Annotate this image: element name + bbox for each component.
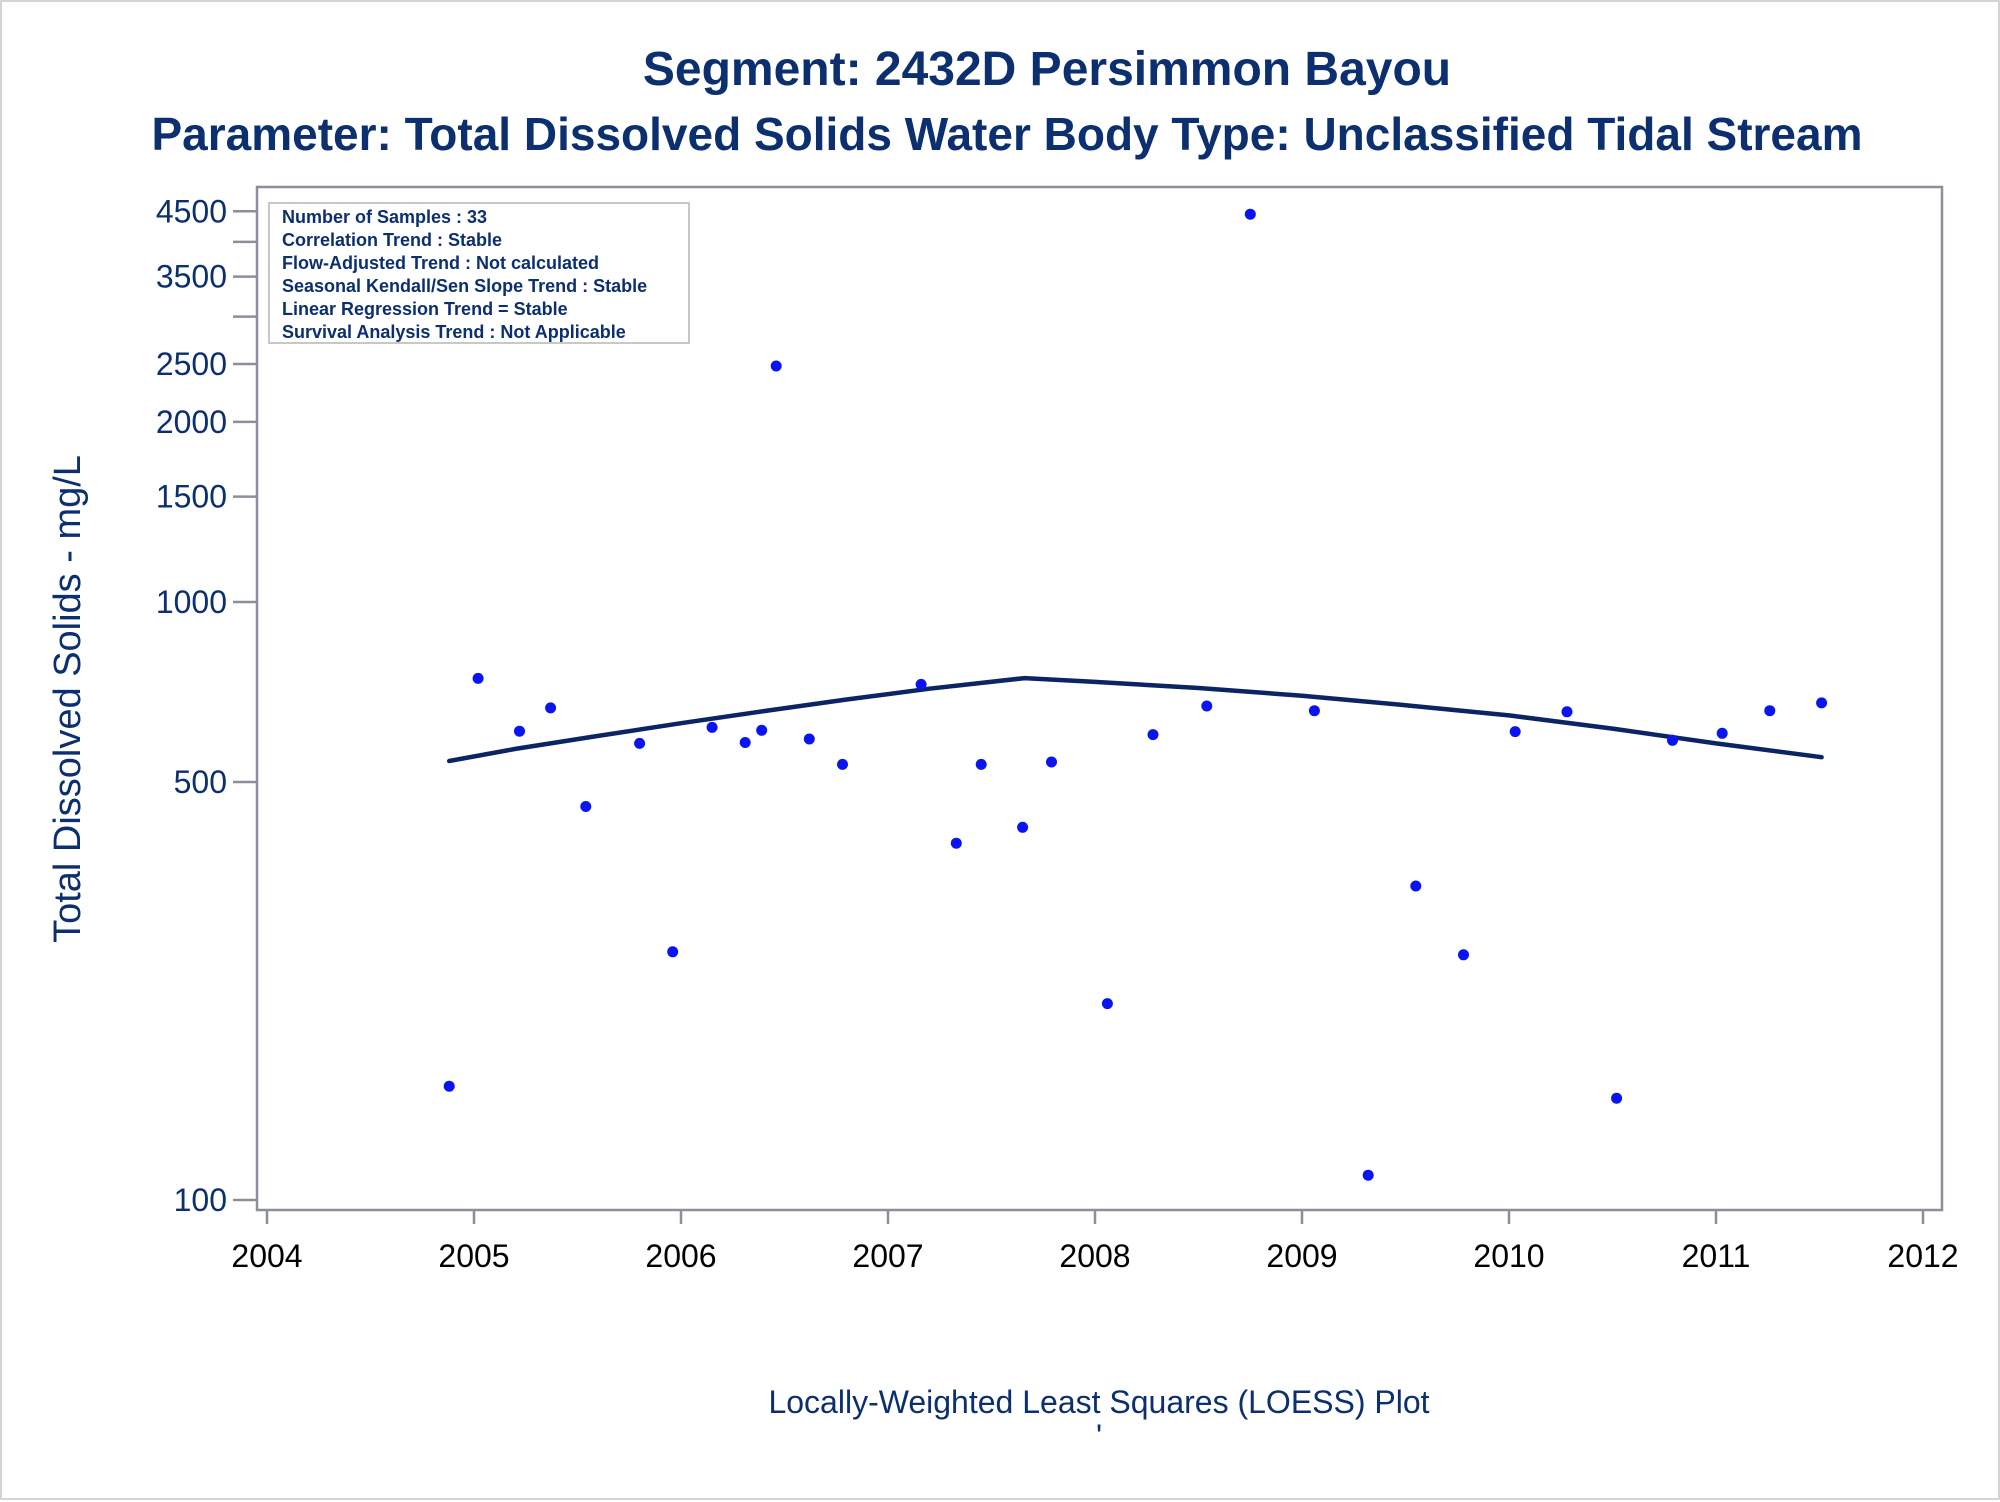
sample-point-16 — [975, 758, 987, 770]
sample-point-13 — [837, 758, 848, 770]
info-survival-analysis-trend: Survival Analysis Trend : Not Applicable — [282, 322, 626, 342]
sample-point-2 — [472, 672, 484, 684]
loess-trend-line — [446, 675, 1824, 764]
info-flow-adjusted-trend: Flow-Adjusted Trend : Not calculated — [282, 253, 599, 273]
sample-point-28 — [1561, 706, 1573, 718]
x-tick-label-2006: 2006 — [645, 1238, 716, 1274]
x-tick-label-2004: 2004 — [231, 1238, 302, 1274]
sample-point-8 — [706, 721, 718, 733]
sample-point-11 — [770, 360, 782, 372]
sample-point-14 — [915, 678, 927, 690]
y-tick-label-100: 100 — [174, 1182, 227, 1218]
sample-point-31 — [1716, 727, 1728, 739]
sample-point-10 — [756, 724, 768, 736]
sample-point-23 — [1308, 705, 1320, 717]
x-axis: 2004 2005 2006 2007 2008 2009 2010 2011 2012 — [231, 1210, 1959, 1274]
sample-point-30 — [1667, 734, 1678, 746]
x-tick-label-2010: 2010 — [1473, 1238, 1544, 1274]
sample-point-26 — [1458, 949, 1469, 961]
y-tick-label-500: 500 — [174, 764, 227, 800]
sample-point-32 — [1764, 705, 1776, 717]
sample-point-3 — [514, 725, 525, 737]
sample-point-17 — [1017, 821, 1029, 833]
info-seasonal-kendall-trend: Seasonal Kendall/Sen Slope Trend : Stabl… — [282, 276, 647, 296]
info-correlation-trend: Correlation Trend : Stable — [282, 230, 502, 250]
sample-point-5 — [580, 801, 592, 812]
sample-point-22 — [1244, 208, 1256, 220]
x-tick-label-2012: 2012 — [1887, 1238, 1958, 1274]
sample-point-15 — [950, 837, 962, 849]
sample-point-29 — [1611, 1092, 1623, 1104]
sample-points — [443, 208, 1828, 1181]
chart-title: Segment: 2432D Persimmon Bayou — [643, 43, 1451, 96]
sample-point-20 — [1147, 729, 1159, 741]
y-tick-label-4500: 4500 — [156, 193, 227, 229]
y-tick-label-2000: 2000 — [156, 404, 227, 440]
sample-point-6 — [634, 737, 646, 749]
x-tick-label-2008: 2008 — [1059, 1238, 1130, 1274]
sample-point-12 — [803, 733, 815, 745]
info-linear-regression-trend: Linear Regression Trend = Stable — [282, 299, 568, 319]
x-tick-label-2011: 2011 — [1682, 1238, 1751, 1274]
y-tick-label-1500: 1500 — [156, 479, 227, 515]
footnote-mark: ' — [1096, 1418, 1102, 1454]
sample-point-21 — [1201, 700, 1213, 712]
sample-point-33 — [1816, 697, 1828, 709]
sample-point-25 — [1410, 880, 1422, 892]
y-tick-label-2500: 2500 — [156, 346, 227, 382]
sample-point-9 — [739, 737, 751, 748]
y-axis: 100 500 1000 1500 2000 2500 3500 4500 — [156, 193, 257, 1218]
sample-point-7 — [667, 946, 679, 958]
sample-point-27 — [1509, 726, 1521, 738]
sample-point-19 — [1101, 998, 1113, 1010]
x-tick-label-2007: 2007 — [852, 1238, 923, 1274]
chart-subtitle: Parameter: Total Dissolved Solids Water … — [151, 108, 1862, 160]
x-tick-label-2009: 2009 — [1266, 1238, 1337, 1274]
y-tick-label-3500: 3500 — [156, 259, 227, 295]
sample-point-1 — [443, 1080, 455, 1092]
sample-point-4 — [545, 702, 557, 714]
x-tick-label-2005: 2005 — [438, 1238, 509, 1274]
plot-area-frame — [255, 185, 1944, 1212]
y-tick-label-1000: 1000 — [156, 584, 227, 620]
sample-point-18 — [1046, 756, 1057, 768]
info-sample-count: Number of Samples : 33 — [282, 207, 487, 227]
x-axis-title: Locally-Weighted Least Squares (LOESS) P… — [768, 1384, 1429, 1420]
y-axis-title: Total Dissolved Solids - mg/L — [47, 455, 89, 943]
trend-info-box: Number of Samples : 33 Correlation Trend… — [268, 202, 690, 344]
sample-point-24 — [1362, 1169, 1374, 1181]
trend-info-box-frame — [268, 202, 690, 344]
